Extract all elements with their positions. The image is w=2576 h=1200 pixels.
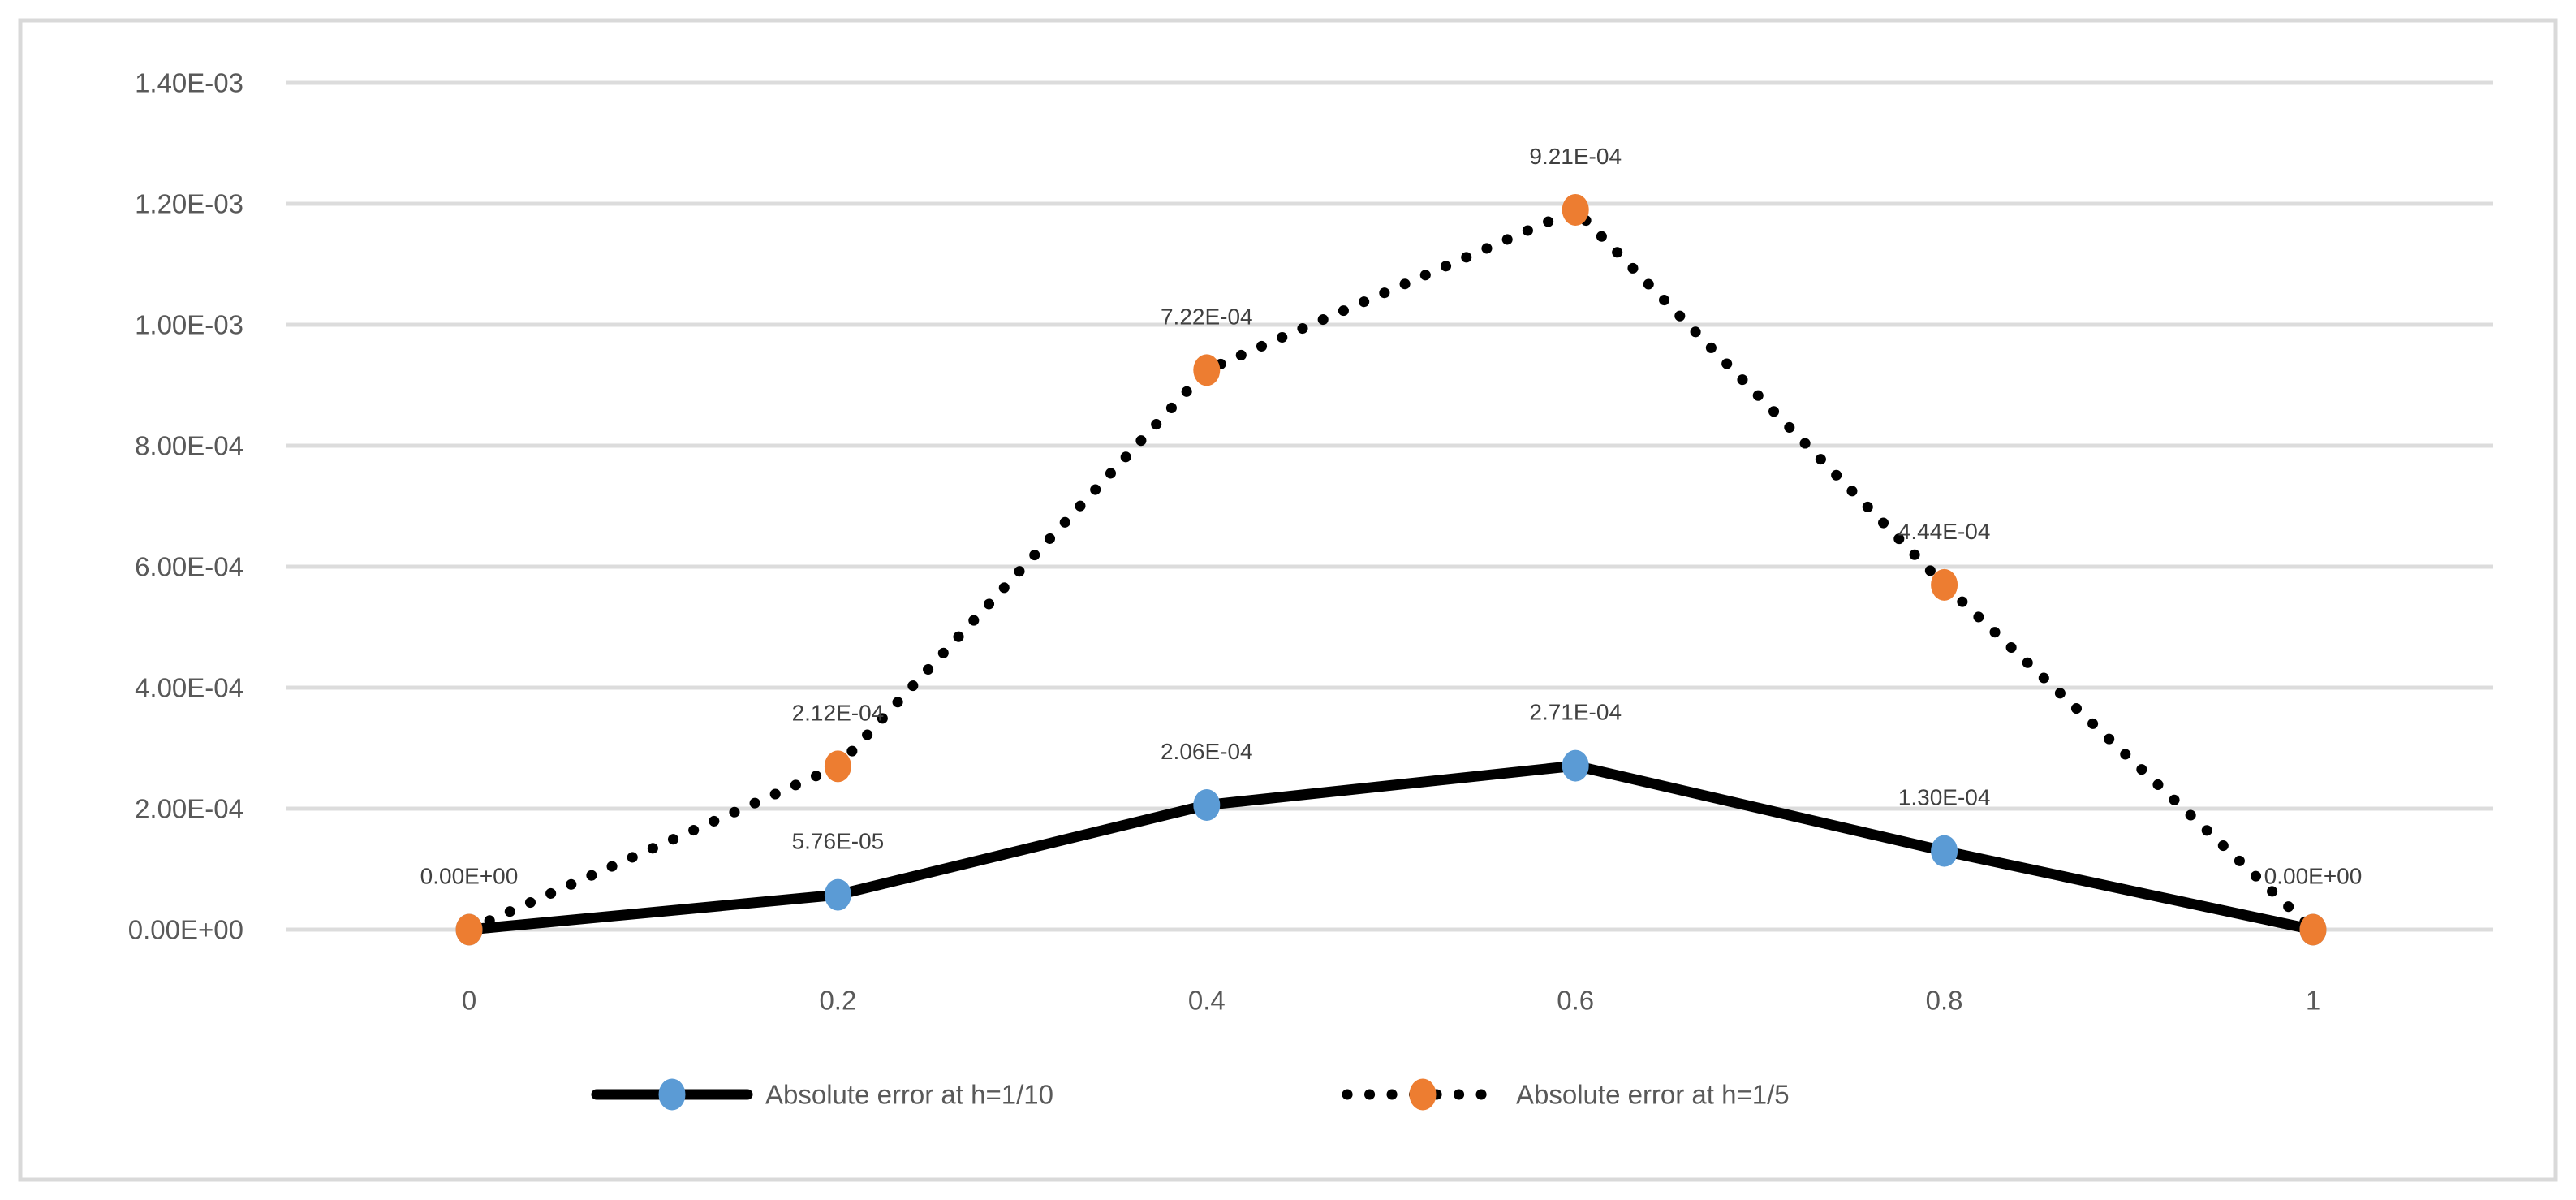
y-axis-tick-label: 2.00E-04 — [135, 794, 243, 824]
data-label: 2.71E-04 — [1529, 700, 1622, 725]
series-line-h1-5 — [463, 204, 2319, 935]
data-label: 9.21E-04 — [1529, 144, 1622, 169]
data-label: 7.22E-04 — [1161, 304, 1253, 329]
legend-label: Absolute error at h=1/5 — [1516, 1080, 1790, 1110]
series-marker-h1-5 — [1931, 568, 1958, 601]
data-label: 2.06E-04 — [1161, 739, 1253, 764]
data-label: 0.00E+00 — [2264, 864, 2363, 889]
legend-item: Absolute error at h=1/5 — [1342, 1078, 1790, 1111]
series-line-h1-10 — [463, 760, 2319, 935]
y-axis-tick-label: 1.40E-03 — [135, 68, 243, 98]
y-axis-tick-label: 1.20E-03 — [135, 189, 243, 219]
series-marker-h1-10 — [1193, 789, 1221, 822]
x-axis-tick-label: 1 — [2306, 986, 2320, 1016]
series-marker-h1-5 — [2299, 913, 2327, 946]
series-marker-h1-5 — [824, 750, 851, 783]
data-label: 0.00E+00 — [420, 864, 519, 889]
y-axis-tick-label: 0.00E+00 — [128, 915, 243, 945]
series-marker-h1-10 — [824, 878, 851, 911]
series-marker-h1-5 — [1193, 354, 1221, 386]
legend-item: Absolute error at h=1/10 — [591, 1078, 1053, 1111]
series-marker-h1-5 — [455, 913, 483, 946]
data-label: 2.12E-04 — [792, 700, 885, 725]
x-axis-tick-label: 0.6 — [1557, 986, 1594, 1016]
series-marker-h1-10 — [1562, 749, 1589, 782]
x-axis-tick-label: 0 — [462, 986, 476, 1016]
y-axis-tick-label: 1.00E-03 — [135, 310, 243, 340]
legend-label: Absolute error at h=1/10 — [765, 1080, 1053, 1110]
x-axis-tick-label: 0.8 — [1926, 986, 1963, 1016]
chart-frame-border — [18, 18, 2558, 1182]
series-marker-h1-10 — [1931, 835, 1958, 867]
y-axis-tick-label: 8.00E-04 — [135, 431, 243, 461]
data-label: 5.76E-05 — [792, 829, 885, 854]
data-label: 1.30E-04 — [1898, 785, 1991, 810]
legend-marker-sample — [1409, 1078, 1437, 1111]
series-marker-h1-5 — [1562, 193, 1589, 226]
data-label: 4.44E-04 — [1898, 519, 1991, 544]
x-axis-tick-label: 0.2 — [819, 986, 856, 1016]
legend-marker-sample — [658, 1078, 686, 1111]
y-axis-tick-label: 6.00E-04 — [135, 552, 243, 582]
y-axis-tick-label: 4.00E-04 — [135, 673, 243, 703]
x-axis-tick-label: 0.4 — [1188, 986, 1226, 1016]
